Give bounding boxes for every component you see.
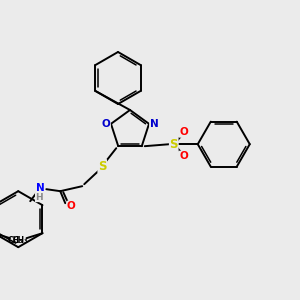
Text: S: S — [169, 138, 178, 151]
Text: H: H — [35, 193, 43, 202]
Text: N: N — [150, 119, 158, 129]
Text: CH₃: CH₃ — [8, 236, 23, 245]
Text: O: O — [102, 119, 110, 129]
Text: O: O — [67, 201, 76, 211]
Text: CH₃: CH₃ — [13, 236, 28, 245]
Text: O: O — [179, 127, 188, 137]
Text: S: S — [98, 160, 106, 173]
Text: N: N — [36, 183, 45, 193]
Text: O: O — [179, 151, 188, 161]
